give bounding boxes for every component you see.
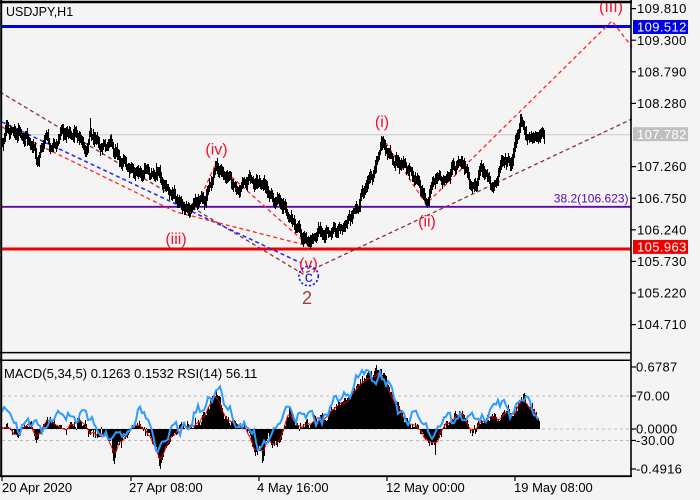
svg-text:105.730: 105.730 (637, 254, 687, 269)
svg-text:106.750: 106.750 (637, 191, 687, 206)
svg-text:MACD(5,34,5) 0.1263 0.1532 RSI: MACD(5,34,5) 0.1263 0.1532 RSI(14) 56.11 (4, 366, 257, 381)
svg-text:104.710: 104.710 (637, 317, 687, 332)
svg-text:20 Apr 2020: 20 Apr 2020 (2, 480, 72, 495)
svg-text:105.963: 105.963 (637, 240, 687, 255)
svg-text:12 May 00:00: 12 May 00:00 (386, 480, 465, 495)
svg-text:c: c (305, 269, 313, 286)
svg-text:27 Apr 08:00: 27 Apr 08:00 (129, 480, 203, 495)
svg-text:-0.4916: -0.4916 (636, 462, 682, 477)
svg-text:108.280: 108.280 (637, 96, 687, 111)
svg-text:4 May 16:00: 4 May 16:00 (257, 480, 329, 495)
svg-text:(i): (i) (375, 114, 389, 131)
svg-text:108.790: 108.790 (637, 64, 687, 79)
svg-text:109.512: 109.512 (637, 20, 687, 35)
svg-text:109.810: 109.810 (637, 1, 687, 16)
svg-text:(iv): (iv) (205, 142, 227, 159)
svg-text:70.00: 70.00 (636, 389, 670, 404)
svg-text:0.6787: 0.6787 (636, 360, 678, 375)
svg-text:0.0000: 0.0000 (636, 422, 678, 437)
svg-text:107.260: 107.260 (637, 159, 687, 174)
svg-text:105.220: 105.220 (637, 286, 687, 301)
svg-text:(III): (III) (599, 0, 623, 16)
svg-text:2: 2 (302, 288, 312, 308)
svg-text:38.2(106.623): 38.2(106.623) (554, 192, 629, 206)
svg-text:106.240: 106.240 (637, 222, 687, 237)
svg-text:(ii): (ii) (418, 214, 436, 231)
svg-text:-30.00: -30.00 (636, 433, 675, 448)
svg-text:(v): (v) (299, 256, 318, 273)
svg-text:19 May 08:00: 19 May 08:00 (514, 480, 593, 495)
svg-text:109.300: 109.300 (637, 33, 687, 48)
svg-text:107.782: 107.782 (637, 127, 687, 142)
svg-text:(iii): (iii) (165, 231, 186, 248)
svg-text:USDJPY,H1: USDJPY,H1 (6, 5, 73, 19)
